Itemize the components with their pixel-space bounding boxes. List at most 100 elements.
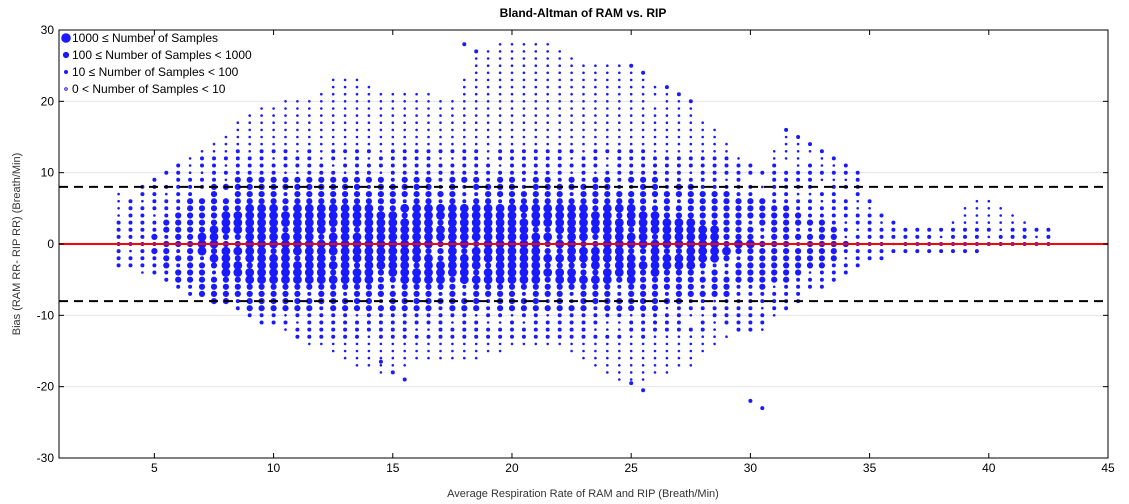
data-point — [260, 142, 263, 146]
data-point — [592, 176, 599, 183]
data-point — [340, 211, 350, 220]
data-point — [364, 203, 374, 213]
data-point — [340, 275, 350, 285]
data-point — [318, 198, 325, 205]
data-point — [568, 283, 575, 290]
data-point — [497, 290, 504, 297]
data-point — [534, 64, 538, 67]
data-point — [187, 262, 194, 269]
data-point — [307, 291, 312, 296]
data-point — [629, 327, 634, 332]
data-point — [567, 246, 576, 256]
data-point — [653, 150, 657, 153]
data-point — [830, 255, 837, 262]
data-point — [818, 262, 826, 269]
data-point — [522, 121, 526, 124]
data-point — [331, 170, 336, 175]
data-point — [461, 248, 468, 255]
data-point — [687, 205, 694, 212]
data-point — [343, 291, 348, 296]
data-point — [546, 107, 549, 110]
data-point — [558, 57, 561, 60]
data-point — [772, 192, 777, 197]
data-point — [699, 290, 706, 297]
data-point — [783, 269, 790, 276]
data-point — [700, 163, 705, 168]
data-point — [868, 207, 871, 210]
data-point — [295, 156, 300, 161]
data-point — [235, 163, 240, 168]
data-point — [510, 114, 514, 117]
data-point — [796, 150, 800, 153]
data-point — [343, 334, 348, 339]
data-point — [343, 349, 347, 353]
data-point — [606, 100, 609, 103]
data-point — [677, 128, 681, 132]
data-point — [378, 156, 383, 161]
data-point — [867, 249, 872, 254]
data-point — [198, 226, 206, 233]
data-point — [233, 218, 243, 228]
data-point — [486, 163, 491, 168]
data-point — [461, 176, 468, 183]
data-point — [819, 270, 824, 275]
data-point — [701, 349, 704, 353]
data-point — [676, 92, 681, 97]
data-point — [687, 191, 694, 198]
data-point — [629, 114, 633, 117]
data-point — [831, 263, 836, 268]
data-point — [569, 313, 574, 318]
data-point — [259, 156, 264, 161]
data-point — [352, 253, 362, 263]
data-point — [388, 232, 398, 242]
data-point — [818, 219, 826, 226]
data-point — [582, 142, 585, 146]
data-point — [272, 121, 275, 124]
data-point — [355, 170, 359, 175]
data-point — [436, 203, 445, 213]
data-point — [296, 142, 299, 146]
data-point — [355, 342, 359, 346]
data-point — [486, 100, 490, 103]
data-point — [688, 156, 693, 161]
data-point — [796, 157, 800, 160]
data-point — [164, 270, 169, 275]
data-point — [543, 218, 553, 228]
data-point — [618, 142, 621, 146]
data-point — [355, 85, 359, 89]
data-point — [245, 211, 255, 220]
data-point — [796, 284, 801, 289]
data-point — [391, 121, 395, 124]
data-point — [316, 261, 326, 270]
data-point — [653, 92, 657, 96]
data-point — [975, 214, 979, 217]
data-point — [367, 107, 371, 110]
data-point — [736, 163, 741, 168]
data-point — [438, 306, 443, 311]
data-point — [270, 248, 277, 255]
data-point — [269, 275, 278, 285]
data-point — [558, 92, 561, 96]
data-point — [140, 227, 145, 232]
data-point — [485, 283, 492, 290]
data-point — [618, 92, 621, 96]
data-point — [606, 85, 609, 89]
data-point — [557, 163, 562, 168]
data-point — [424, 211, 433, 220]
data-point — [1046, 234, 1051, 239]
data-point — [233, 225, 243, 235]
data-point — [580, 290, 587, 297]
data-point — [676, 313, 681, 318]
data-point — [391, 135, 395, 139]
legend-label: 100 ≤ Number of Samples < 1000 — [72, 48, 252, 62]
data-point — [401, 290, 408, 297]
data-point — [522, 342, 526, 346]
data-point — [531, 218, 541, 228]
legend-marker — [62, 51, 70, 59]
data-point — [471, 225, 481, 235]
data-point — [761, 185, 764, 189]
data-point — [316, 275, 326, 285]
data-point — [210, 219, 218, 226]
data-point — [617, 284, 622, 289]
data-point — [400, 253, 410, 263]
